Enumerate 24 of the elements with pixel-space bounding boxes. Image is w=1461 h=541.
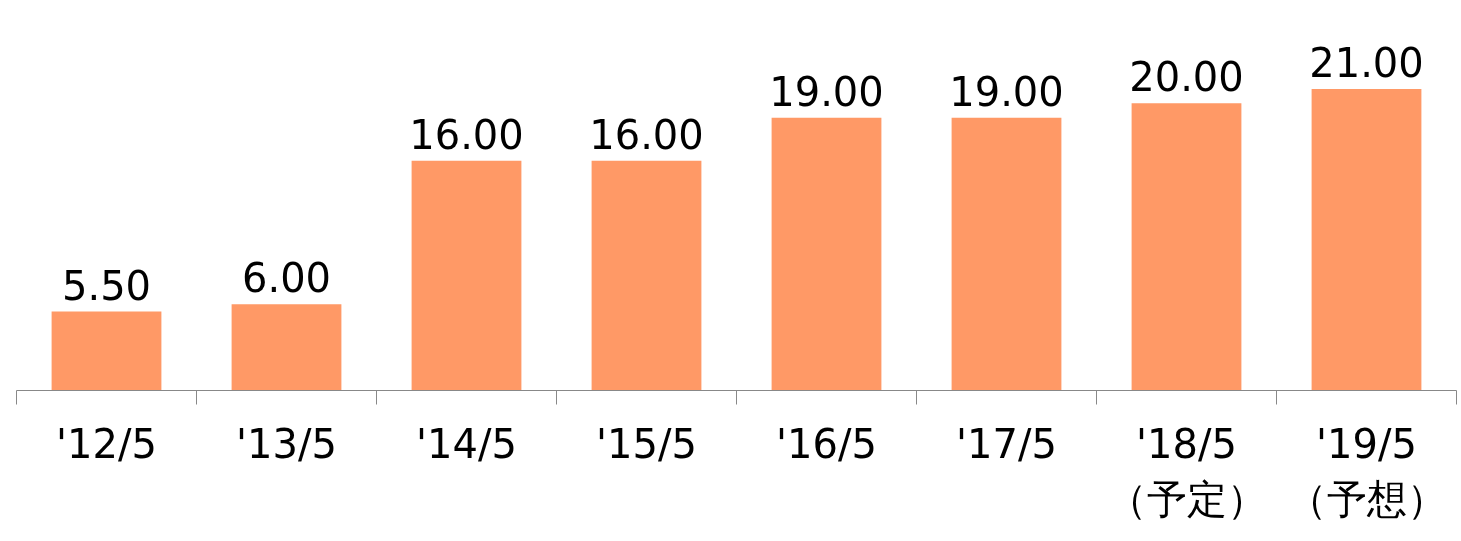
data-label: 16.00 bbox=[409, 111, 524, 158]
data-label: 5.50 bbox=[61, 262, 152, 309]
bar bbox=[591, 160, 702, 391]
x-tick-label: '17/5 bbox=[956, 420, 1057, 467]
bar bbox=[1131, 103, 1242, 391]
x-tick-label: '15/5 bbox=[596, 420, 697, 467]
bar bbox=[51, 311, 162, 391]
bar bbox=[951, 117, 1062, 391]
x-tick-label: '19/5 （予想） bbox=[1286, 420, 1447, 522]
x-tick-label: '16/5 bbox=[776, 420, 877, 467]
x-tick-label: '12/5 bbox=[56, 420, 157, 467]
x-tick-label: '14/5 bbox=[416, 420, 517, 467]
data-label: 6.00 bbox=[241, 255, 332, 302]
x-tick-label: '18/5 （予定） bbox=[1106, 420, 1267, 522]
bar bbox=[1311, 88, 1422, 391]
data-label: 21.00 bbox=[1309, 39, 1424, 86]
bar bbox=[411, 160, 522, 391]
data-label: 16.00 bbox=[589, 111, 704, 158]
data-label: 19.00 bbox=[769, 68, 884, 115]
x-tick-label: '13/5 bbox=[236, 420, 337, 467]
bar bbox=[771, 117, 882, 391]
data-label: 20.00 bbox=[1129, 54, 1244, 101]
bar bbox=[231, 304, 342, 391]
data-label: 19.00 bbox=[949, 68, 1064, 115]
